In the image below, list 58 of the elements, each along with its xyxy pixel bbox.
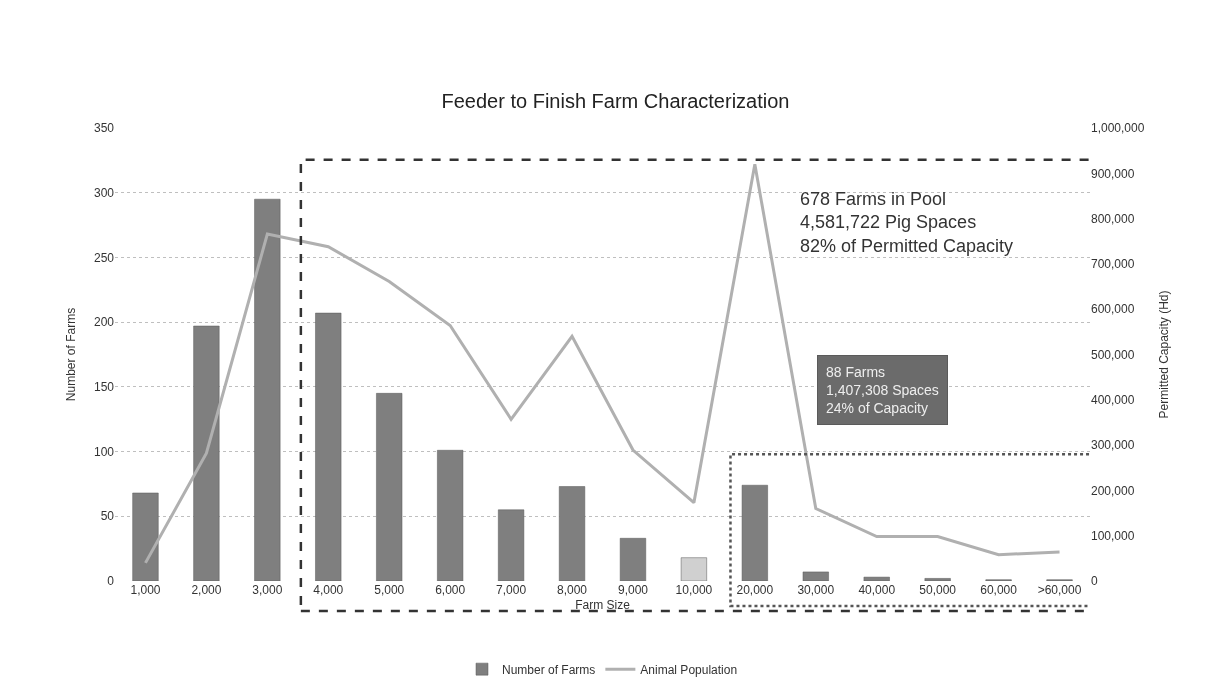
bar	[558, 486, 586, 581]
y2-tick-label: 100,000	[1091, 528, 1135, 543]
bar	[193, 325, 220, 581]
x-tick-label: 8,000	[557, 583, 588, 597]
y2-tick-label: 600,000	[1091, 302, 1135, 317]
x-tick-label: 20,000	[736, 583, 774, 597]
x-tick-label: 6,000	[435, 583, 466, 597]
bar	[254, 198, 281, 581]
x-tick-label: 50,000	[919, 583, 957, 597]
bar	[741, 484, 768, 581]
bar	[376, 393, 403, 581]
y2-tick-label: 200,000	[1091, 483, 1135, 498]
x-tick-label: >60,000	[1037, 583, 1082, 597]
x-tick-label: 4,000	[313, 583, 344, 597]
y-tick-label: 150	[93, 380, 115, 395]
x-tick-label: 7,000	[496, 583, 527, 597]
annotation: 678 Farms in Pool 4,581,722 Pig Spaces 82% of Permitted Capacity	[800, 189, 1014, 256]
bar	[132, 492, 159, 581]
bar	[619, 538, 647, 581]
x-tick-label: 2,000	[191, 583, 222, 597]
bar	[680, 557, 707, 581]
bar	[863, 576, 890, 581]
x-axis-title: Farm Size	[575, 597, 631, 612]
x-tick-label: 5,000	[374, 583, 405, 597]
annotation: 88 Farms 1,407,308 Spaces 24% of Capacity	[826, 364, 939, 417]
y2-tick-label: 500,000	[1091, 347, 1135, 362]
y2-tick-label: 1,000,000	[1091, 121, 1145, 136]
line-series	[143, 162, 1062, 565]
y2-tick-label: 0	[1091, 574, 1098, 589]
y2-tick-label: 900,000	[1091, 166, 1135, 181]
y2-tick-label: 400,000	[1091, 393, 1135, 407]
y2-tick-label: 800,000	[1091, 211, 1135, 226]
x-tick-label: 9,000	[617, 583, 649, 597]
x-tick-label: 30,000	[797, 583, 835, 597]
bar	[437, 450, 464, 581]
bar	[924, 578, 951, 581]
x-tick-label: 10,000	[675, 583, 713, 597]
x-tick-label: 40,000	[858, 583, 896, 597]
x-tick-label: 3,000	[252, 583, 283, 597]
bar	[802, 571, 829, 581]
x-tick-label: 60,000	[980, 583, 1018, 597]
y-tick-label: 250	[93, 250, 115, 265]
x-tick-label: 1,000	[130, 583, 161, 597]
y-tick-label: 300	[93, 185, 115, 200]
y2-tick-label: 700,000	[1091, 257, 1135, 272]
y-tick-label: 100	[93, 444, 115, 459]
y-tick-label: 350	[93, 121, 115, 136]
chart-title: Feeder to Finish Farm Characterization	[441, 89, 790, 112]
y-tick-label: 200	[93, 315, 115, 330]
legend-label: Number of Farms	[502, 662, 596, 677]
y-tick-label: 0	[107, 574, 115, 589]
y-axis-title: Number of Farms	[64, 307, 79, 402]
y2-tick-label: 300,000	[1091, 438, 1135, 453]
legend-label: Animal Population	[640, 662, 738, 677]
y2-axis-title: Permitted Capacity (Hd)	[1156, 290, 1171, 419]
bar	[315, 312, 342, 581]
bar	[498, 509, 525, 581]
y-tick-label: 50	[100, 509, 115, 524]
